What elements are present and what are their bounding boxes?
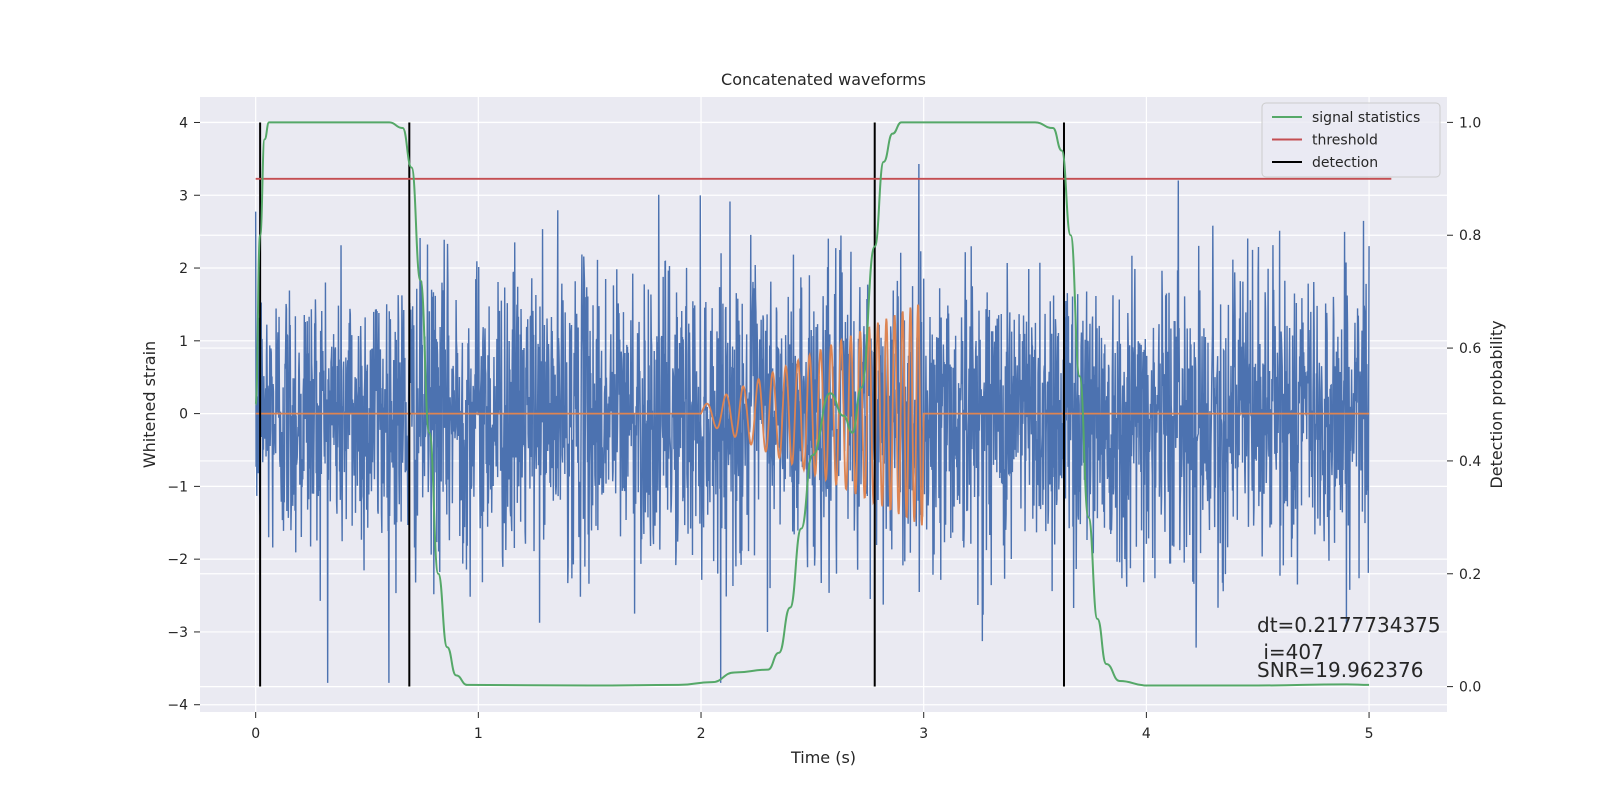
- y2-tick-label: 0.4: [1459, 454, 1481, 470]
- y2-tick-label: 0.0: [1459, 680, 1481, 696]
- y-tick-label: −1: [167, 479, 188, 495]
- series-whitened-strain: [254, 163, 1370, 683]
- y2-tick-label: 0.6: [1459, 341, 1481, 357]
- x-tick-label: 4: [1142, 726, 1151, 742]
- legend-label: signal statistics: [1312, 110, 1420, 126]
- series-layer: [254, 121, 1392, 687]
- legend-label: threshold: [1312, 133, 1378, 149]
- x-tick-label: 2: [697, 726, 706, 742]
- x-tick-label: 1: [474, 726, 483, 742]
- annotation-snr: SNR=19.962376: [1257, 658, 1423, 682]
- y-tick-label: 2: [179, 261, 188, 277]
- y-tick-label: −4: [167, 698, 188, 714]
- annotation-dt: dt=0.2177734375: [1257, 613, 1441, 637]
- chart-title: Concatenated waveforms: [721, 70, 926, 89]
- y-tick-label: −2: [167, 552, 188, 568]
- y-tick-label: 4: [179, 115, 188, 131]
- x-tick-label: 0: [251, 726, 260, 742]
- y2-tick-label: 0.8: [1459, 228, 1481, 244]
- series-template: [255, 304, 1370, 526]
- legend: signal statistics threshold detection: [1261, 102, 1441, 178]
- legend-frame: [1261, 102, 1441, 178]
- y-tick-label: −3: [167, 625, 188, 641]
- y2-tick-label: 1.0: [1459, 115, 1481, 131]
- series-signal-statistics: [254, 121, 1370, 687]
- annotation-i: i=407: [1257, 640, 1324, 664]
- x-tick-label: 3: [919, 726, 928, 742]
- y-tick-label: 0: [179, 407, 188, 423]
- x-axis-label: Time (s): [790, 748, 856, 767]
- x-tick-label: 5: [1365, 726, 1374, 742]
- y-tick-label: 1: [179, 334, 188, 350]
- y-tick-label: 3: [179, 188, 188, 204]
- y-axis-label: Whitened strain: [140, 341, 159, 468]
- y2-tick-label: 0.2: [1459, 567, 1481, 583]
- legend-label: detection: [1312, 155, 1378, 171]
- y2-axis-label: Detection probability: [1487, 320, 1506, 488]
- axes: 0 1 2 3 4 5 −4 −3 −2 −1 0 1 2 3 4 0.0 0.2 0.4 0.6 0.8 1.0: [167, 115, 1481, 742]
